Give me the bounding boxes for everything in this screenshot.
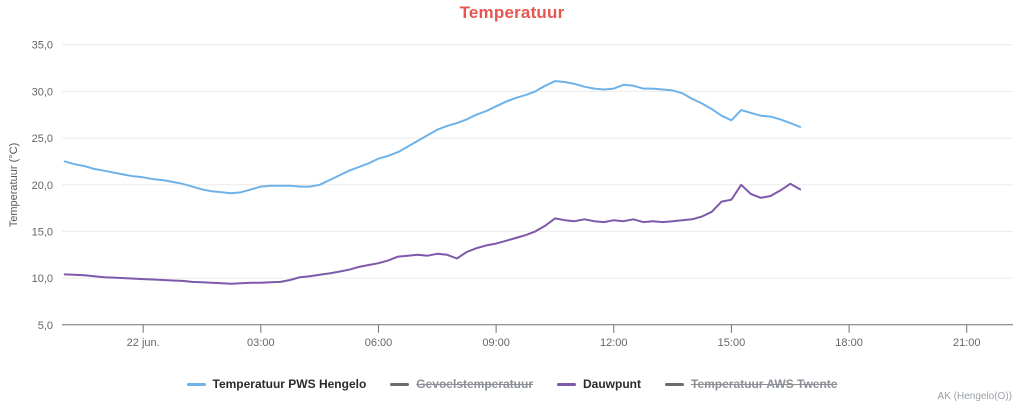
legend-label: Temperatuur AWS Twente bbox=[691, 377, 838, 391]
y-tick-label: 15,0 bbox=[32, 226, 53, 238]
y-tick-label: 5,0 bbox=[38, 320, 53, 332]
plot-area[interactable]: 35,0 30,0 25,0 20,0 15,0 10,0 5,0 22 jun. 03:00 0… bbox=[0, 0, 1024, 365]
legend-marker bbox=[557, 382, 577, 386]
x-tick-label: 21:00 bbox=[953, 337, 981, 349]
legend-item-temperatuur-pws-hengelo[interactable]: Temperatuur PWS Hengelo bbox=[186, 377, 367, 391]
x-tick-label: 03:00 bbox=[247, 337, 275, 349]
legend-label: Gevoelstemperatuur bbox=[416, 377, 534, 391]
chart-title: Temperatuur bbox=[459, 3, 565, 22]
station-credit: AK (Hengelo(O)) bbox=[937, 391, 1012, 402]
x-tick-label: 22 jun. bbox=[127, 337, 160, 349]
y-tick-label: 10,0 bbox=[32, 273, 53, 285]
legend-item-temperatuur-aws-twente[interactable]: Temperatuur AWS Twente bbox=[665, 377, 837, 391]
legend-label: Dauwpunt bbox=[583, 377, 642, 391]
legend-item-dauwpunt[interactable]: Dauwpunt bbox=[557, 377, 641, 391]
x-tick-label: 06:00 bbox=[365, 337, 393, 349]
x-tick-label: 15:00 bbox=[718, 337, 746, 349]
legend-marker bbox=[186, 382, 206, 386]
y-tick-label: 20,0 bbox=[32, 180, 53, 192]
y-tick-label: 25,0 bbox=[32, 133, 53, 145]
x-tick-label: 18:00 bbox=[835, 337, 863, 349]
legend-item-gevoelstemperatuur[interactable]: Gevoelstemperatuur bbox=[390, 377, 533, 391]
legend: Temperatuur PWS Hengelo Gevoelstemperatuu… bbox=[0, 374, 1024, 394]
series-line-temperatuur-pws-hengelo bbox=[63, 80, 802, 195]
legend-marker bbox=[390, 382, 410, 386]
series-line-dauwpunt bbox=[63, 182, 802, 285]
x-tick-label: 12:00 bbox=[600, 337, 628, 349]
y-tick-label: 30,0 bbox=[32, 86, 53, 98]
y-tick-label: 35,0 bbox=[32, 40, 53, 52]
legend-marker bbox=[665, 382, 685, 386]
x-tick-label: 09:00 bbox=[482, 337, 510, 349]
legend-label: Temperatuur PWS Hengelo bbox=[212, 377, 367, 391]
